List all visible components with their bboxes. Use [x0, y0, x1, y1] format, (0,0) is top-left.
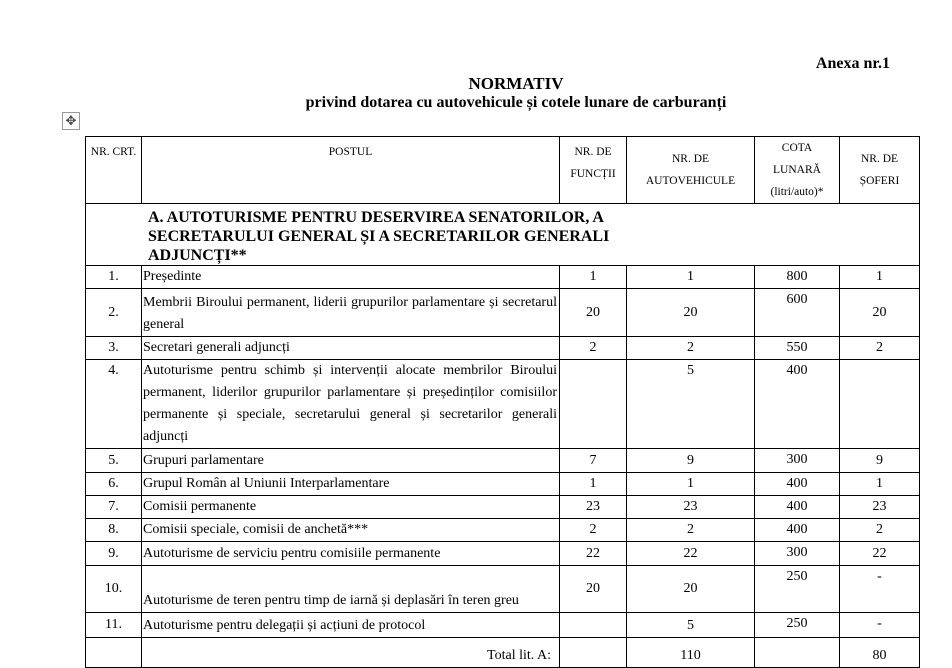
row-postul: Autoturisme de teren pentru timp de iarn…	[141, 565, 560, 613]
row-cota-lunara: 400	[754, 495, 840, 519]
row-postul: Comisii speciale, comisii de anchetă***	[141, 518, 560, 542]
table-row: 3. Secretari generali adjuncți 2 2 550 2	[85, 336, 920, 360]
row-cota-lunara: 550	[754, 336, 840, 360]
header-nr-functii: NR. DE FUNCȚII	[559, 136, 627, 204]
row-nr-autovehicule: 2	[626, 518, 755, 542]
row-number: 5.	[85, 448, 142, 473]
row-number: 7.	[85, 495, 142, 519]
row-nr-autovehicule: 2	[626, 336, 755, 360]
table-row: 4. Autoturisme pentru schimb și intervenț…	[85, 359, 920, 449]
total-soferi: 80	[839, 637, 920, 668]
row-nr-soferi: 1	[839, 472, 920, 496]
row-nr-functii: 1	[559, 265, 627, 289]
row-nr-functii: 2	[559, 518, 627, 542]
row-nr-functii: 1	[559, 472, 627, 496]
row-nr-soferi: -	[839, 612, 920, 638]
row-nr-autovehicule: 20	[626, 288, 755, 337]
row-postul: Membrii Biroului permanent, liderii grup…	[141, 288, 560, 337]
row-cota-lunara: 400	[754, 518, 840, 542]
row-postul: Grupuri parlamentare	[141, 448, 560, 473]
row-postul: Autoturisme pentru delegații și acțiuni …	[141, 612, 560, 638]
table-row: 2. Membrii Biroului permanent, liderii gr…	[85, 288, 920, 337]
row-nr-autovehicule: 1	[626, 265, 755, 289]
row-number: 11.	[85, 612, 142, 638]
row-nr-functii: 23	[559, 495, 627, 519]
row-nr-functii	[559, 612, 627, 638]
row-number: 2.	[85, 288, 142, 337]
row-nr-functii: 22	[559, 541, 627, 566]
row-number: 10.	[85, 565, 142, 613]
total-label: Total lit. A:	[141, 637, 560, 668]
row-postul: Grupul Român al Uniunii Interparlamentar…	[141, 472, 560, 496]
row-cota-lunara: 250	[754, 612, 840, 638]
row-number: 1.	[85, 265, 142, 289]
row-nr-soferi: 2	[839, 336, 920, 360]
row-nr-soferi: 1	[839, 265, 920, 289]
move-arrows-icon[interactable]: ✥	[62, 112, 80, 130]
row-number: 4.	[85, 359, 142, 449]
row-nr-autovehicule: 23	[626, 495, 755, 519]
row-postul: Comisii permanente	[141, 495, 560, 519]
row-nr-soferi: 2	[839, 518, 920, 542]
row-nr-soferi: -	[839, 565, 920, 613]
row-nr-functii: 20	[559, 565, 627, 613]
header-cota-lunara: COTA LUNARĂ (litri/auto)*	[754, 136, 840, 204]
row-cota-lunara: 250	[754, 565, 840, 613]
document-subtitle: privind dotarea cu autovehicule și cotel…	[305, 94, 727, 111]
row-number: 3.	[85, 336, 142, 360]
row-nr-functii: 2	[559, 336, 627, 360]
row-number: 8.	[85, 518, 142, 542]
row-nr-autovehicule: 5	[626, 612, 755, 638]
row-cota-lunara: 300	[754, 541, 840, 566]
normative-table: NR. CRT. POSTUL NR. DE FUNCȚII NR. DE AU…	[85, 136, 920, 668]
row-postul: Autoturisme de serviciu pentru comisiile…	[141, 541, 560, 566]
row-postul: Președinte	[141, 265, 560, 289]
row-nr-soferi: 23	[839, 495, 920, 519]
row-nr-autovehicule: 5	[626, 359, 755, 449]
row-number: 9.	[85, 541, 142, 566]
total-row: Total lit. A: 110 80	[85, 637, 920, 668]
total-autovehicule: 110	[626, 637, 755, 668]
row-number: 6.	[85, 472, 142, 496]
row-nr-soferi: 20	[839, 288, 920, 337]
table-row: 1. Președinte 1 1 800 1	[85, 265, 920, 289]
table-row: 9. Autoturisme de serviciu pentru comisii…	[85, 541, 920, 566]
row-nr-soferi: 22	[839, 541, 920, 566]
row-postul: Autoturisme pentru schimb și intervenții…	[141, 359, 560, 449]
table-row: 8. Comisii speciale, comisii de anchetă**…	[85, 518, 920, 542]
row-cota-lunara: 600	[754, 288, 840, 337]
header-nr-crt: NR. CRT.	[85, 136, 142, 204]
row-cota-lunara: 800	[754, 265, 840, 289]
table-row: 10. Autoturisme de teren pentru timp de i…	[85, 565, 920, 613]
row-nr-functii: 20	[559, 288, 627, 337]
row-nr-soferi	[839, 359, 920, 449]
table-header-row: NR. CRT. POSTUL NR. DE FUNCȚII NR. DE AU…	[85, 136, 920, 204]
row-nr-soferi: 9	[839, 448, 920, 473]
row-nr-autovehicule: 20	[626, 565, 755, 613]
row-cota-lunara: 300	[754, 448, 840, 473]
row-nr-autovehicule: 9	[626, 448, 755, 473]
header-nr-autovehicule: NR. DE AUTOVEHICULE	[626, 136, 755, 204]
table-row: 6. Grupul Român al Uniunii Interparlament…	[85, 472, 920, 496]
row-nr-autovehicule: 22	[626, 541, 755, 566]
section-a-row: A. AUTOTURISME PENTRU DESERVIREA SENATOR…	[85, 203, 920, 266]
row-cota-lunara: 400	[754, 472, 840, 496]
header-postul: POSTUL	[141, 136, 560, 204]
table-row: 5. Grupuri parlamentare 7 9 300 9	[85, 448, 920, 473]
table-row: 7. Comisii permanente 23 23 400 23	[85, 495, 920, 519]
row-cota-lunara: 400	[754, 359, 840, 449]
row-nr-functii: 7	[559, 448, 627, 473]
row-postul: Secretari generali adjuncți	[141, 336, 560, 360]
section-a-heading: A. AUTOTURISME PENTRU DESERVIREA SENATOR…	[148, 209, 610, 264]
table-row: 11. Autoturisme pentru delegații și acțiu…	[85, 612, 920, 638]
document-title: NORMATIV	[468, 74, 564, 93]
header-nr-soferi: NR. DE ȘOFERI	[839, 136, 920, 204]
annex-label: Anexa nr.1	[815, 55, 890, 72]
row-nr-autovehicule: 1	[626, 472, 755, 496]
row-nr-functii	[559, 359, 627, 449]
